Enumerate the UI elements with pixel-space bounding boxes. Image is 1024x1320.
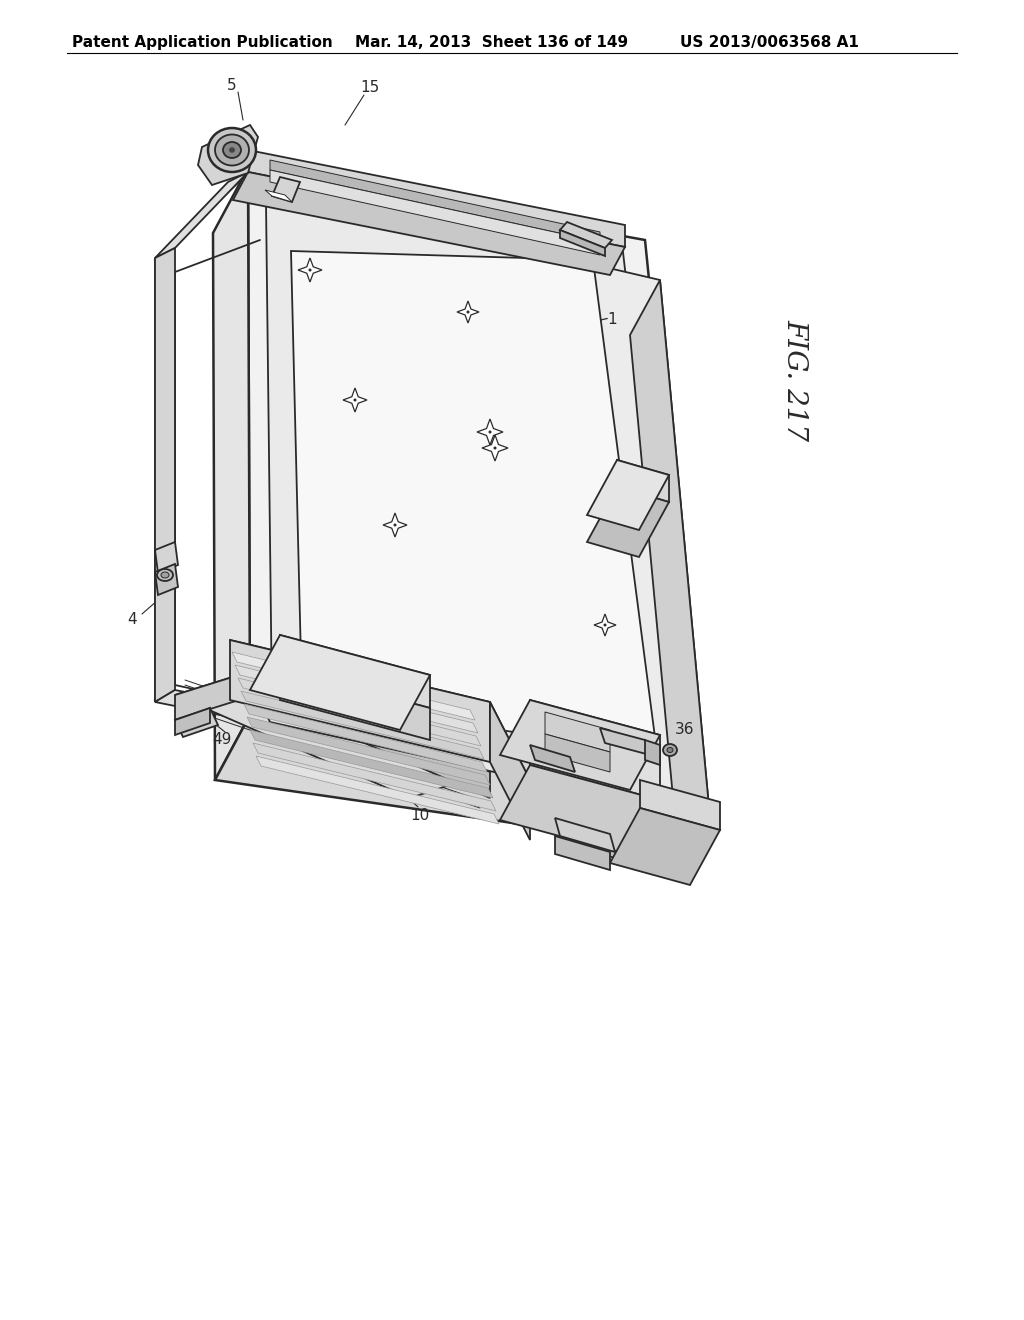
Polygon shape (530, 700, 660, 800)
Polygon shape (610, 808, 720, 884)
Polygon shape (265, 190, 292, 202)
Polygon shape (587, 459, 669, 531)
Polygon shape (500, 700, 660, 789)
Circle shape (467, 310, 469, 314)
Polygon shape (560, 789, 710, 873)
Polygon shape (230, 640, 490, 762)
Polygon shape (555, 836, 610, 870)
Polygon shape (540, 252, 710, 818)
Circle shape (488, 430, 492, 433)
Circle shape (603, 623, 606, 627)
Polygon shape (248, 150, 625, 247)
Circle shape (393, 524, 396, 527)
Text: 10: 10 (411, 808, 430, 822)
Text: 49: 49 (212, 733, 231, 747)
Text: Mar. 14, 2013  Sheet 136 of 149: Mar. 14, 2013 Sheet 136 of 149 (355, 36, 628, 50)
Polygon shape (244, 704, 487, 772)
Polygon shape (270, 160, 600, 242)
Polygon shape (250, 635, 430, 730)
Polygon shape (645, 741, 660, 766)
Polygon shape (256, 756, 499, 824)
Polygon shape (155, 564, 178, 595)
Polygon shape (555, 818, 615, 851)
Polygon shape (241, 690, 484, 759)
Polygon shape (280, 635, 430, 708)
Polygon shape (640, 780, 720, 830)
Polygon shape (272, 177, 300, 202)
Polygon shape (630, 280, 710, 873)
Polygon shape (175, 671, 490, 799)
Polygon shape (230, 640, 530, 780)
Polygon shape (383, 513, 407, 537)
Polygon shape (545, 734, 610, 772)
Text: FIG. 217: FIG. 217 (781, 319, 809, 441)
Text: Patent Application Publication: Patent Application Publication (72, 36, 333, 50)
Polygon shape (238, 678, 481, 746)
Polygon shape (343, 388, 367, 412)
Polygon shape (291, 251, 657, 752)
Polygon shape (560, 230, 605, 256)
Text: 36: 36 (675, 722, 694, 738)
Text: 5: 5 (227, 78, 237, 92)
Ellipse shape (229, 148, 234, 153)
Circle shape (308, 268, 311, 272)
Polygon shape (198, 125, 258, 185)
Polygon shape (155, 690, 265, 719)
Circle shape (494, 446, 497, 450)
Polygon shape (155, 543, 178, 573)
Polygon shape (233, 172, 625, 275)
Polygon shape (530, 744, 575, 772)
Polygon shape (253, 743, 496, 810)
Polygon shape (215, 715, 700, 845)
Polygon shape (594, 614, 616, 636)
Ellipse shape (208, 128, 256, 172)
Polygon shape (247, 717, 490, 785)
Ellipse shape (663, 744, 677, 756)
Polygon shape (457, 301, 479, 323)
Polygon shape (213, 168, 250, 780)
Polygon shape (155, 172, 248, 257)
Polygon shape (175, 671, 255, 719)
Polygon shape (482, 436, 508, 461)
Polygon shape (255, 671, 490, 799)
Polygon shape (500, 766, 660, 855)
Ellipse shape (161, 572, 169, 578)
Polygon shape (234, 665, 478, 733)
Polygon shape (587, 487, 669, 557)
Polygon shape (266, 203, 682, 768)
Ellipse shape (223, 143, 241, 158)
Text: 1: 1 (607, 313, 616, 327)
Polygon shape (280, 668, 430, 741)
Ellipse shape (157, 569, 173, 581)
Circle shape (353, 399, 356, 401)
Polygon shape (617, 459, 669, 502)
Ellipse shape (667, 747, 673, 752)
Text: 15: 15 (360, 81, 380, 95)
Polygon shape (248, 168, 700, 780)
Polygon shape (175, 708, 210, 735)
Polygon shape (490, 702, 530, 840)
Ellipse shape (215, 135, 249, 165)
Polygon shape (545, 711, 610, 752)
Polygon shape (155, 248, 175, 702)
Polygon shape (477, 418, 503, 445)
Polygon shape (250, 730, 493, 799)
Polygon shape (298, 257, 322, 282)
Polygon shape (175, 708, 218, 737)
Polygon shape (232, 652, 475, 719)
Text: 4: 4 (127, 612, 137, 627)
Text: US 2013/0063568 A1: US 2013/0063568 A1 (680, 36, 859, 50)
Polygon shape (600, 729, 650, 755)
Polygon shape (270, 170, 600, 255)
Polygon shape (560, 222, 612, 248)
